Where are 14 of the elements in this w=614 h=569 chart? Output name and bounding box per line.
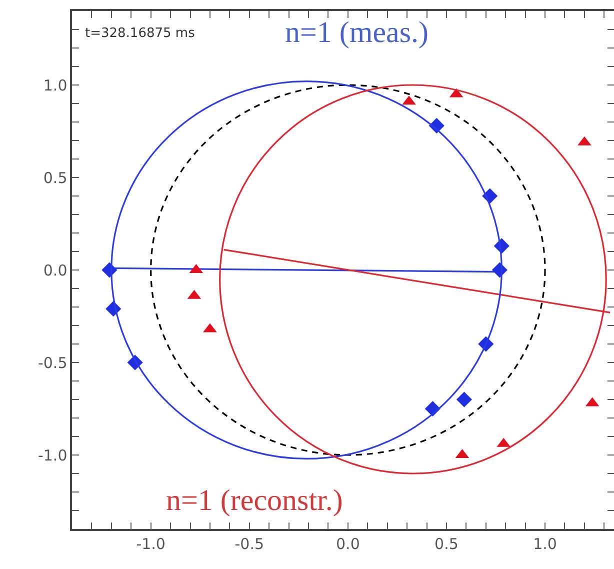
y-tick-label: -1.0 (38, 446, 68, 464)
annotation: n=1 (meas.) (285, 16, 429, 49)
annotation: t=328.16875 ms (85, 26, 196, 41)
x-tick-label: 0.5 (434, 534, 458, 553)
x-tick-label: 0.0 (336, 534, 360, 553)
y-tick-label: 1.0 (43, 76, 68, 94)
x-tick-label: -1.0 (136, 534, 166, 553)
x-tick-label: -0.5 (234, 534, 264, 553)
y-tick-label: -0.5 (38, 354, 68, 372)
y-tick-label: 0.0 (43, 261, 68, 280)
x-tick-label: 1.0 (533, 534, 557, 553)
y-tick-label: 0.5 (43, 168, 68, 187)
annotation: n=1 (reconstr.) (166, 484, 343, 517)
point (456, 392, 472, 408)
